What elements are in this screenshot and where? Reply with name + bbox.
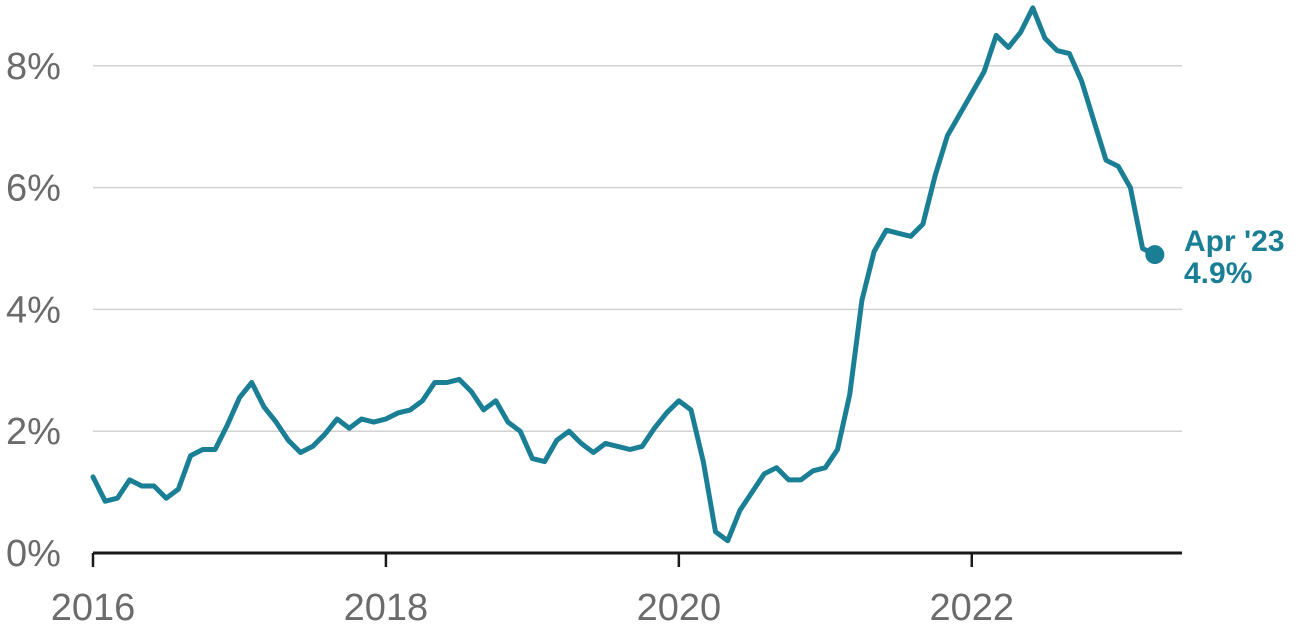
x-tick-label: 2018 (344, 587, 429, 629)
x-tick-label: 2022 (929, 587, 1014, 629)
x-tick-label: 2016 (51, 587, 136, 629)
y-tick-label: 0% (6, 533, 61, 575)
y-tick-label: 6% (6, 168, 61, 210)
series-line (90, 5, 1158, 544)
end-point-marker (1145, 245, 1165, 265)
gridlines (93, 65, 1182, 432)
y-tick-label: 4% (6, 289, 61, 331)
x-tick-label: 2020 (637, 587, 722, 629)
series-layer (90, 5, 1158, 544)
annotation-layer: Apr '234.9% (1145, 225, 1285, 290)
callout-value-label: 4.9% (1184, 257, 1252, 290)
y-axis-ticks: 0% 2% 4% 6% 8% (6, 46, 61, 575)
callout-date-label: Apr '23 (1184, 225, 1285, 258)
y-tick-label: 8% (6, 46, 61, 88)
x-axis-ticks: 2016 2018 2020 2022 (51, 553, 1014, 629)
y-tick-label: 2% (6, 411, 61, 453)
